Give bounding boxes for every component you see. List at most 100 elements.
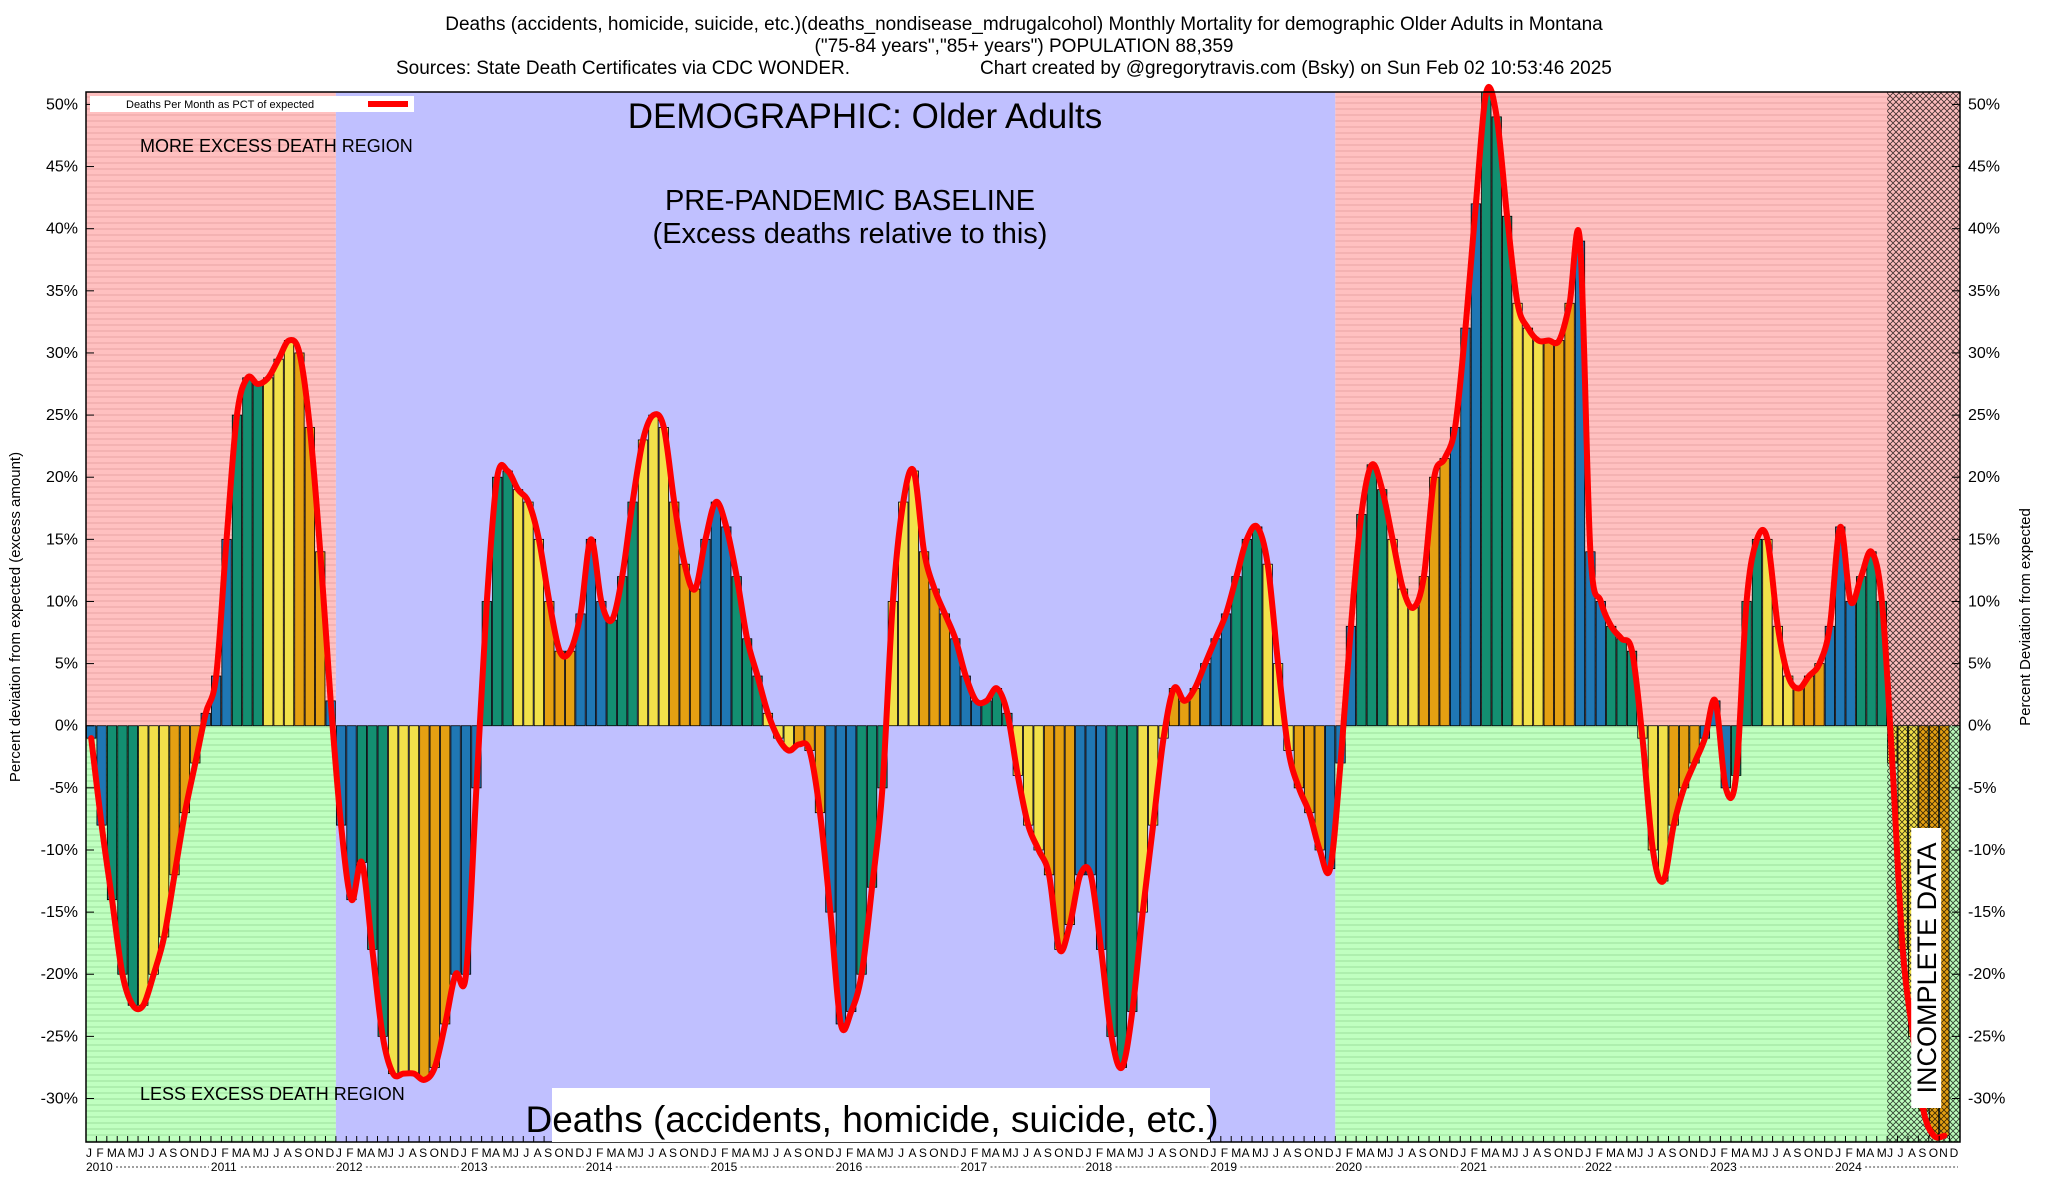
x-tick-label: M [1106,1146,1116,1160]
y-tick-label: 30% [46,345,78,362]
x-year-label: 2020 [1335,1160,1362,1174]
x-tick-label: A [1533,1146,1541,1160]
y-tick-label: -5% [50,780,78,797]
x-tick-label: J [1085,1146,1091,1160]
x-tick-label: A [992,1146,1000,1160]
x-tick-label: J [1773,1146,1779,1160]
data-bar [283,340,295,727]
data-bar [1512,302,1523,727]
x-tick-label: J [211,1146,217,1160]
y-tick-label: 25% [46,407,78,424]
x-tick-label: N [1939,1146,1948,1160]
y-tick-label: -15% [41,904,78,921]
data-bar [1470,203,1481,727]
bottom-label: Deaths (accidents, homicide, suicide, et… [525,1099,1218,1140]
x-tick-label: J [1887,1146,1893,1160]
less-excess-label: LESS EXCESS DEATH REGION [140,1084,405,1104]
y-tick-label: 5% [55,656,78,673]
x-tick-label: J [961,1146,967,1160]
data-bar [1085,725,1096,876]
y-tick-label: 5% [1968,656,1991,673]
x-tick-label: D [700,1146,709,1160]
y-tick-label: 20% [1968,469,2000,486]
x-tick-label: N [815,1146,824,1160]
legend: Deaths Per Month as PCT of expected [90,96,414,112]
x-tick-label: M [357,1146,367,1160]
baseline-sublabel: (Excess deaths relative to this) [653,218,1048,250]
x-tick-label: M [856,1146,866,1160]
x-tick-label: N [1814,1146,1823,1160]
x-tick-label: J [711,1146,717,1160]
x-year-label: 2011 [211,1160,237,1174]
x-tick-label: A [409,1146,417,1160]
y-axis-ticks: 50% 50% 45% 45% 40% 40% 35% 35% 30% 30% 25% 25% 20% 2… [41,96,2006,1107]
x-tick-label: M [752,1146,762,1160]
x-tick-label: N [1564,1146,1573,1160]
x-year-label: 2023 [1710,1160,1737,1174]
x-tick-label: J [1013,1146,1019,1160]
x-tick-label: J [513,1146,519,1160]
y-tick-label: 15% [1968,531,2000,548]
y-tick-label: 35% [1968,283,2000,300]
x-tick-label: A [284,1146,292,1160]
incomplete-data-label: INCOMPLETE DATA [1912,842,1942,1093]
x-tick-label: A [159,1146,167,1160]
y-tick-label: 0% [55,718,78,735]
y-axis-label-left: Percent deviation from expected (excess … [7,452,24,782]
y-tick-label: 50% [1968,96,2000,113]
x-tick-label: M [107,1146,117,1160]
x-tick-label: F [1221,1146,1228,1160]
data-bar [1033,725,1044,851]
data-bar [273,358,284,727]
x-tick-label: J [1512,1146,1518,1160]
x-tick-label: N [190,1146,199,1160]
x-tick-label: J [1460,1146,1466,1160]
y-tick-label: 45% [1968,159,2000,176]
data-bar [419,725,430,1081]
data-bar [1241,538,1252,727]
data-bar [1522,327,1534,727]
x-tick-label: F [1845,1146,1852,1160]
data-bar [388,725,399,1075]
x-tick-label: J [638,1146,644,1160]
x-tick-label: O [929,1146,938,1160]
x-tick-label: F [846,1146,853,1160]
x-tick-label: J [898,1146,904,1160]
x-year-label: 2016 [836,1160,863,1174]
y-tick-label: -20% [1968,966,2005,983]
x-tick-label: S [919,1146,927,1160]
x-tick-label: A [617,1146,625,1160]
incomplete-data-label-group: INCOMPLETE DATA [1911,828,1942,1108]
x-tick-label: A [1866,1146,1874,1160]
background-regions [86,92,1960,1142]
x-tick-label: J [1762,1146,1768,1160]
x-tick-label: A [1492,1146,1500,1160]
x-tick-label: A [1283,1146,1291,1160]
y-tick-label: -10% [41,842,78,859]
x-tick-label: S [1419,1146,1427,1160]
baseline-label: PRE-PANDEMIC BASELINE [665,185,1035,217]
x-tick-label: D [825,1146,834,1160]
data-bar [408,725,420,1075]
x-tick-label: N [565,1146,574,1160]
data-bar [1845,601,1856,727]
x-tick-label: J [1210,1146,1216,1160]
data-bar [398,725,409,1075]
x-tick-label: J [888,1146,894,1160]
y-tick-label: 35% [46,283,78,300]
x-tick-label: F [596,1146,603,1160]
x-tick-label: M [607,1146,617,1160]
data-bar [429,725,440,1068]
x-tick-label: M [1231,1146,1241,1160]
x-tick-label: A [1158,1146,1166,1160]
data-bar [440,725,451,1025]
x-year-label: 2022 [1585,1160,1612,1174]
x-tick-label: J [1835,1146,1841,1160]
data-bar [502,470,513,727]
data-bar [1408,607,1419,727]
legend-label: Deaths Per Month as PCT of expected [126,99,314,111]
y-tick-label: 10% [46,593,78,610]
data-bar [1366,464,1377,727]
